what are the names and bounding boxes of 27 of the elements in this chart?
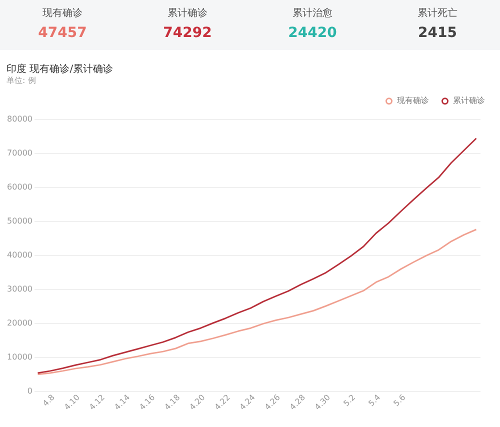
legend-label: 现有确诊	[397, 96, 429, 106]
chart-title: 印度 现有确诊/累计确诊	[6, 63, 114, 75]
y-tick-label: 60000	[7, 182, 32, 192]
x-tick-label: 5.6	[392, 392, 408, 408]
text: 现有确诊	[42, 7, 82, 19]
text: 2415	[418, 25, 457, 41]
legend-label: 累计确诊	[453, 96, 485, 106]
text: 累计治愈	[292, 7, 332, 19]
text: 24420	[288, 25, 338, 41]
text: 累计死亡	[418, 7, 458, 19]
text: 74292	[163, 25, 212, 41]
line-series	[37, 228, 477, 376]
y-tick-label: 10000	[7, 352, 32, 362]
y-tick-label: 20000	[7, 318, 32, 328]
line-series	[37, 138, 477, 374]
chart-subtitle: 单位: 例	[6, 76, 36, 85]
y-tick-label: 80000	[7, 114, 32, 124]
y-tick-label: 30000	[7, 284, 32, 294]
y-tick-label: 70000	[7, 148, 32, 158]
x-tick-label: 5.4	[366, 392, 382, 408]
text: 累计确诊	[168, 7, 208, 19]
x-tick-label: 5.2	[342, 392, 358, 408]
y-tick-label: 0	[27, 386, 32, 396]
y-tick-label: 50000	[7, 216, 32, 226]
y-tick-label: 40000	[7, 250, 32, 260]
text: 47457	[38, 25, 87, 41]
x-tick-label: 4.8	[41, 392, 56, 408]
